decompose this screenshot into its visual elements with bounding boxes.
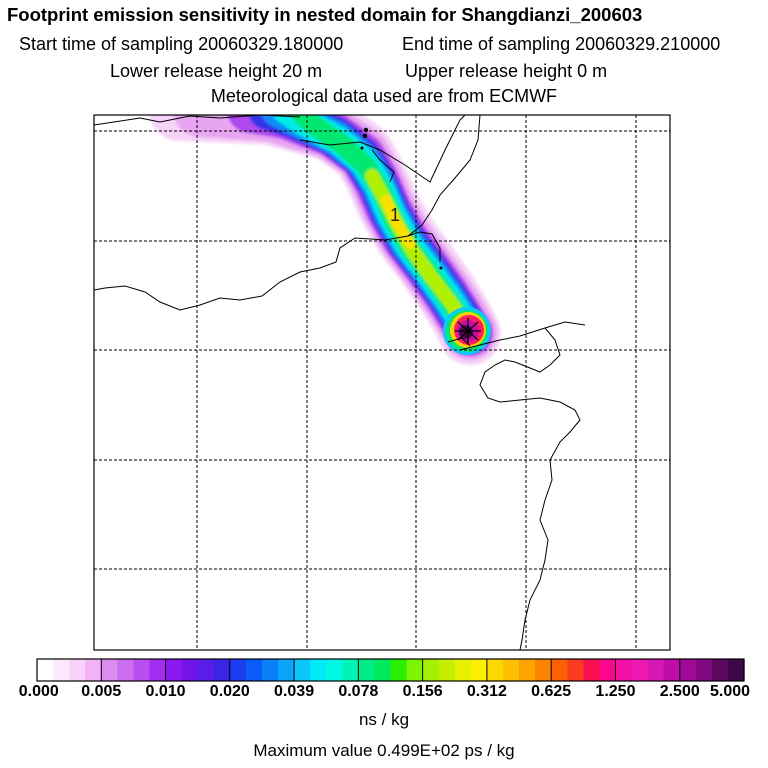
colorbar-cell bbox=[278, 659, 295, 681]
colorbar-cell bbox=[663, 659, 681, 681]
colorbar-cell bbox=[454, 659, 472, 681]
colorbar-cell bbox=[647, 659, 665, 681]
upper-release-label: Upper release height 0 m bbox=[405, 61, 608, 81]
colorbar-cell bbox=[470, 659, 488, 681]
colorbar-cell bbox=[37, 659, 54, 681]
colorbar-cell bbox=[390, 659, 408, 681]
colorbar-cell bbox=[711, 659, 729, 681]
colorbar-cell bbox=[502, 659, 520, 681]
colorbar-cell bbox=[695, 659, 713, 681]
colorbar-cell bbox=[519, 659, 536, 681]
colorbar-tick-label: 1.250 bbox=[595, 683, 636, 700]
colorbar-cell bbox=[438, 659, 456, 681]
colorbar-units: ns / kg bbox=[358, 710, 410, 729]
colorbar-tick-label: 5.000 bbox=[709, 683, 751, 700]
grid-lines bbox=[94, 115, 670, 650]
colorbar-cell bbox=[679, 659, 697, 681]
met-data-label: Meteorological data used are from ECMWF bbox=[210, 86, 558, 106]
colorbar-cell bbox=[181, 659, 199, 681]
colorbar-cell bbox=[551, 659, 568, 681]
colorbar-cell bbox=[101, 659, 118, 681]
colorbar-cell bbox=[310, 659, 327, 681]
colorbar-cell bbox=[374, 659, 392, 681]
colorbar-cell bbox=[326, 659, 343, 681]
start-time-label: Start time of sampling 20060329.180000 bbox=[19, 34, 344, 54]
colorbar-tick-label: 0.078 bbox=[338, 683, 379, 700]
coastlines bbox=[94, 115, 586, 650]
colorbar-cell bbox=[631, 659, 649, 681]
plume-layer bbox=[149, 115, 501, 365]
colorbar-tick-label: 0.156 bbox=[402, 683, 443, 700]
maximum-value-label: Maximum value 0.499E+02 ps / kg bbox=[253, 741, 515, 760]
colorbar-cell bbox=[213, 659, 231, 681]
colorbar-cell bbox=[69, 659, 86, 681]
colorbar-cell bbox=[599, 659, 617, 681]
colorbar-tick-label: 0.039 bbox=[274, 683, 315, 700]
colorbar-cell bbox=[85, 659, 102, 681]
colorbar-tick-label: 0.005 bbox=[81, 683, 122, 700]
colorbar-tick-label: 0.020 bbox=[209, 683, 250, 700]
colorbar-cell bbox=[197, 659, 215, 681]
colorbar-cell bbox=[149, 659, 167, 681]
colorbar-cell bbox=[53, 659, 70, 681]
colorbar-cell bbox=[294, 659, 311, 681]
receptor-cross-icon bbox=[455, 318, 481, 344]
lower-release-label: Lower release height 20 m bbox=[110, 61, 323, 81]
map-frame bbox=[93, 114, 671, 651]
colorbar-cell bbox=[727, 659, 745, 681]
colorbar-cell bbox=[261, 659, 279, 681]
colorbar-frame bbox=[36, 658, 745, 682]
colorbar-cell bbox=[486, 659, 504, 681]
receptor-markers bbox=[360, 127, 481, 347]
colorbar-cell bbox=[567, 659, 584, 681]
end-time-label: End time of sampling 20060329.210000 bbox=[402, 34, 721, 54]
colorbar-cell bbox=[422, 659, 440, 681]
colorbar-cell bbox=[165, 659, 183, 681]
colorbar-tick-label: 0.312 bbox=[466, 683, 507, 700]
contour-label: 1 bbox=[390, 205, 400, 225]
colorbar-cell bbox=[535, 659, 552, 681]
colorbar-cell bbox=[358, 659, 376, 681]
colorbar-cell bbox=[245, 659, 263, 681]
map-title: Footprint emission sensitivity in nested… bbox=[7, 4, 643, 25]
colorbar-cell bbox=[229, 659, 247, 681]
colorbar-tick-label: 2.500 bbox=[659, 683, 700, 700]
colorbar-tick-label: 0.625 bbox=[531, 683, 572, 700]
colorbar-tick-label: 0.010 bbox=[145, 683, 186, 700]
colorbar-cell bbox=[583, 659, 600, 681]
colorbar-tick-label: 0.000 bbox=[18, 683, 59, 700]
colorbar-cell bbox=[406, 659, 424, 681]
colorbar-cell bbox=[117, 659, 135, 681]
colorbar-cell bbox=[615, 659, 633, 681]
colorbar-cell bbox=[342, 659, 359, 681]
colorbar-cell bbox=[133, 659, 151, 681]
